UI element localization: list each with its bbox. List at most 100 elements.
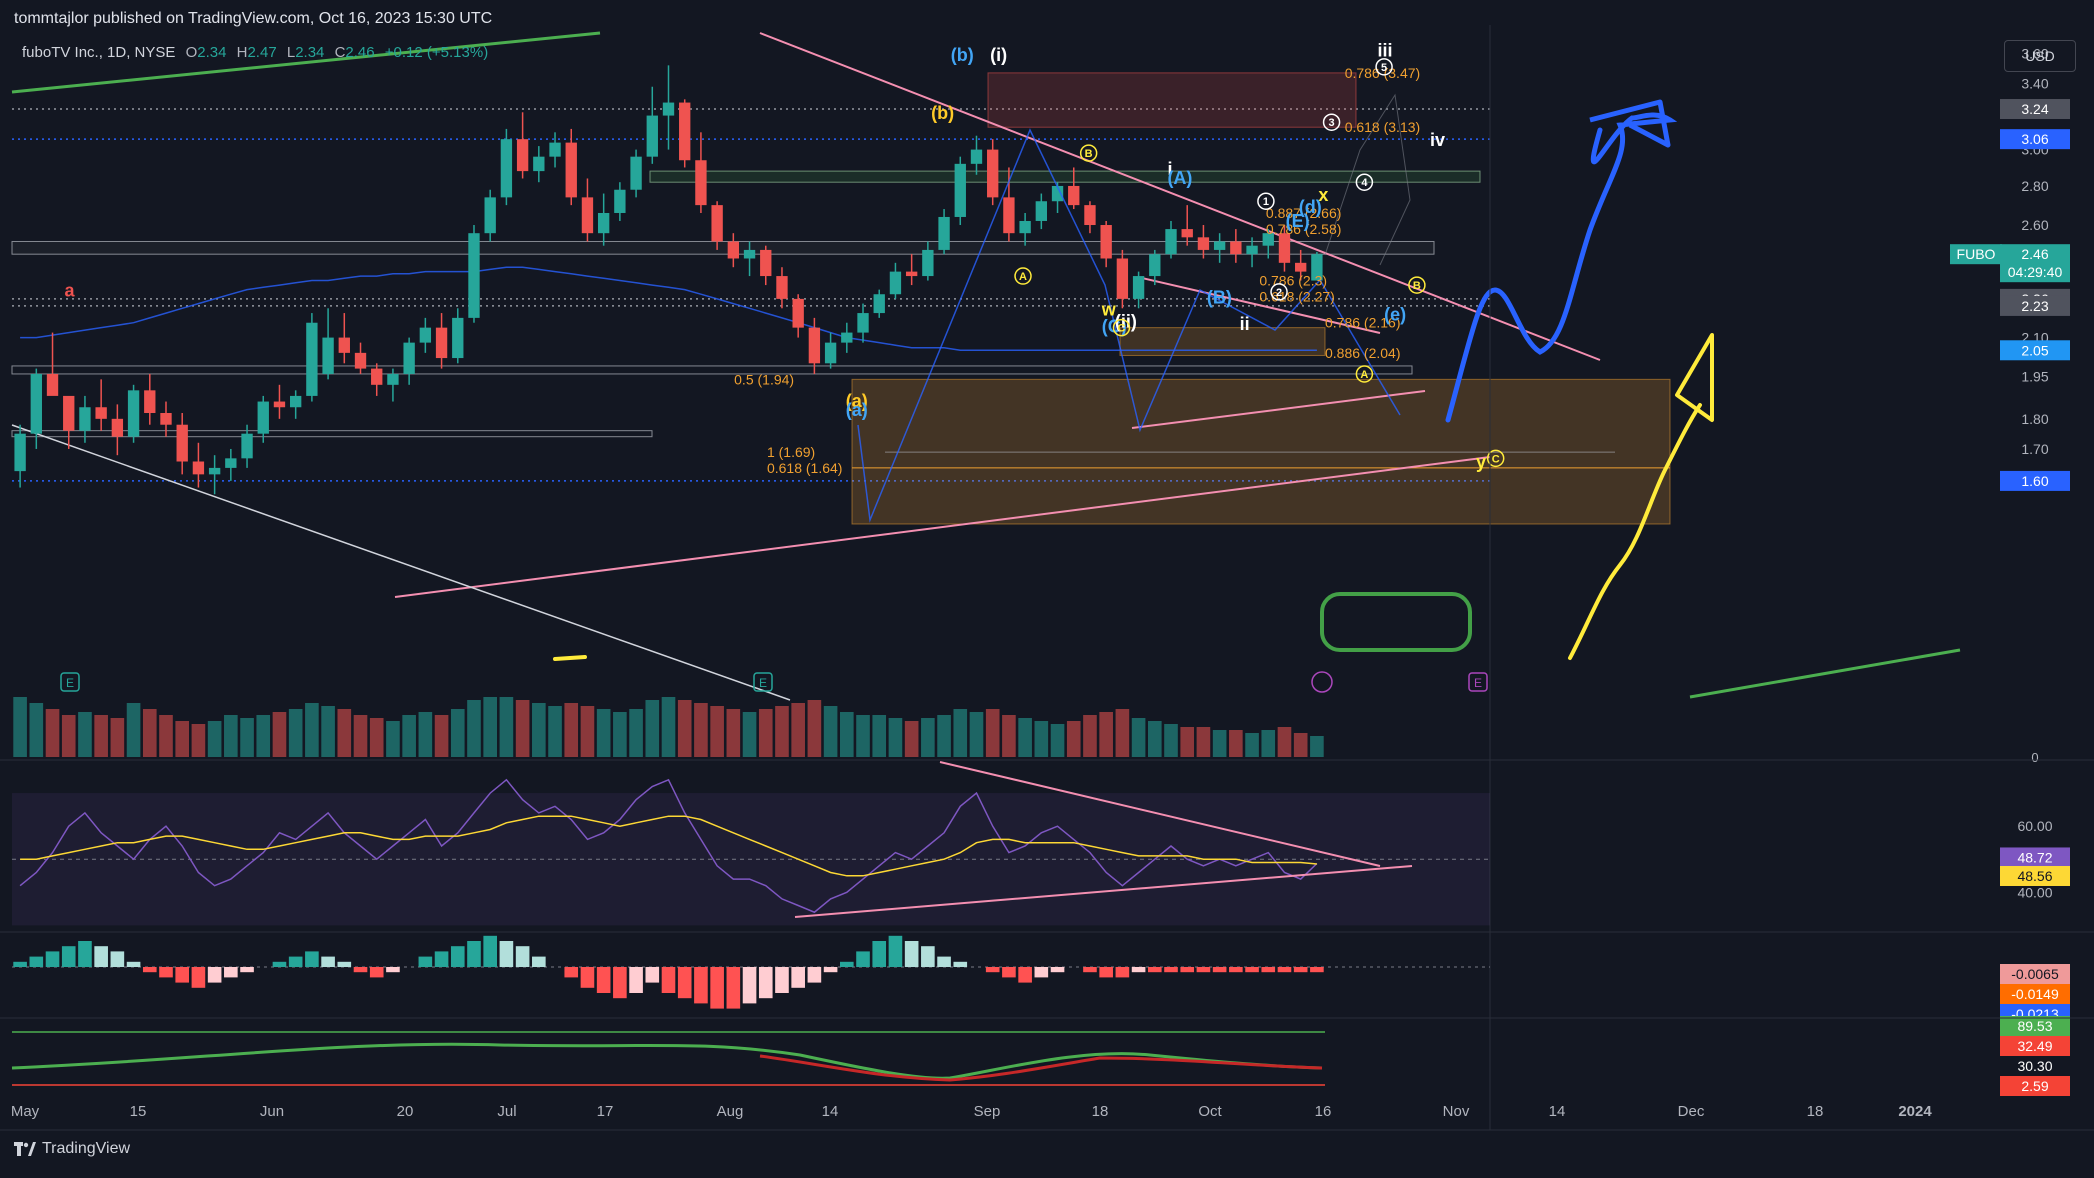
volume-bar <box>467 700 481 757</box>
volume-bar <box>1196 727 1211 757</box>
circled-label: A <box>1360 369 1368 381</box>
macd-histogram-bar <box>661 967 676 993</box>
macd-histogram-bar <box>353 967 368 973</box>
candle-body <box>435 327 448 359</box>
candle-body <box>841 332 853 343</box>
volume-bar <box>1147 721 1162 757</box>
volume-bar <box>758 709 773 757</box>
volume-bar <box>1115 709 1130 757</box>
y-tick-label: 3.60 <box>2021 45 2048 61</box>
price-badge-bg <box>2000 244 2070 265</box>
x-axis-label: 14 <box>822 1103 839 1120</box>
price-badge-value: 3.24 <box>2021 101 2048 117</box>
volume-bar <box>45 709 60 757</box>
wave-label: (a) <box>846 391 868 411</box>
circled-label-ring <box>1375 58 1393 76</box>
candle-body <box>95 407 107 419</box>
macd-histogram-bar <box>369 967 384 978</box>
macd-histogram-bar <box>515 946 530 967</box>
macd-histogram-bar <box>110 951 125 967</box>
wave-label: (A) <box>1167 168 1192 188</box>
fib-label: 0.887 (2.66) <box>1266 205 1342 221</box>
volume-bar <box>256 715 271 757</box>
rsi-badge-bg <box>2000 847 2070 868</box>
wave-label: i <box>1167 159 1172 179</box>
circled-label: 1 <box>1263 196 1269 208</box>
macd-histogram-bar <box>775 967 789 993</box>
volume-bar <box>856 715 870 757</box>
candle-body <box>1246 245 1258 255</box>
circled-label-ring <box>1014 267 1032 285</box>
ticker-badge-label: FUBO <box>1957 246 1996 262</box>
candle-body <box>711 205 723 242</box>
candle-body <box>1068 185 1080 206</box>
macd-histogram-bar <box>483 935 497 967</box>
candle-body <box>743 249 756 259</box>
fib-label: 0.786 (3.47) <box>1345 65 1421 81</box>
volume-bar <box>191 724 206 757</box>
volume-bar <box>840 712 854 757</box>
candle-body <box>160 413 172 425</box>
open-label: O <box>185 44 198 61</box>
wave-label: iii <box>1378 40 1393 60</box>
volume-bar <box>742 712 757 757</box>
macd-badge-bg <box>2000 984 2070 1004</box>
volume-bar <box>1066 721 1081 757</box>
candle-body <box>192 461 205 475</box>
macd-histogram-bar <box>1293 967 1308 973</box>
wave-label: (b) <box>931 103 954 123</box>
macd-histogram-bar <box>450 946 465 967</box>
macd-histogram-bar <box>467 941 481 967</box>
circled-label: C <box>1118 323 1126 335</box>
osc-badge-bg <box>2000 1036 2070 1056</box>
volume-bar <box>937 715 951 757</box>
macd-badge-value: -0.0149 <box>2011 986 2059 1002</box>
volume-bar <box>369 718 384 757</box>
footer-brand[interactable]: TradingView <box>14 1140 130 1158</box>
candle-body <box>257 401 269 434</box>
fib-label: 0.786 (2.58) <box>1266 221 1342 237</box>
price-badge-value: 04:29:40 <box>2008 264 2063 280</box>
tradingview-logo-icon <box>14 1142 36 1156</box>
x-axis-label: 14 <box>1549 1103 1566 1120</box>
volume-bar <box>110 718 125 757</box>
candle-body <box>225 458 237 468</box>
osc-badge-bg <box>2000 1056 2070 1076</box>
candle-body <box>597 212 610 234</box>
volume-bar <box>402 715 416 757</box>
macd-badge-value: -0.0065 <box>2011 966 2059 982</box>
circled-label-ring <box>1408 276 1426 294</box>
volume-bar <box>272 712 287 757</box>
rsi-badge-value: 48.56 <box>2017 868 2052 884</box>
candle-body <box>1197 237 1210 250</box>
x-axis-label: Oct <box>1198 1103 1222 1120</box>
circled-label: B <box>1085 148 1093 160</box>
volume-bar <box>1002 715 1016 757</box>
volume-bar <box>1277 727 1292 757</box>
macd-histogram-bar <box>580 967 595 988</box>
volume-bar <box>823 706 838 757</box>
earnings-marker-label: E <box>759 676 767 690</box>
macd-histogram-bar <box>45 951 60 967</box>
volume-bar <box>953 709 968 757</box>
macd-histogram-bar <box>1099 967 1113 978</box>
price-pane: 0.786 (3.47)0.618 (3.13)0.887 (2.66)0.78… <box>11 31 1961 701</box>
volume-bar <box>888 718 903 757</box>
rsi-series-line <box>20 815 1317 877</box>
wave-label: (i) <box>990 45 1007 65</box>
oscillator-pane: 89.53 32.49 30.30 2.59 <box>11 1016 2070 1096</box>
volume-bar <box>613 712 627 757</box>
candle-body <box>549 142 561 157</box>
macd-histogram-bar <box>1131 967 1146 973</box>
macd-histogram-bar <box>499 941 514 967</box>
macd-histogram-bar <box>1196 967 1211 973</box>
candle-body <box>1116 258 1129 299</box>
candle-body <box>1035 201 1048 221</box>
candle-body <box>679 102 691 161</box>
candle-body <box>452 317 464 359</box>
price-badge-value: 1.60 <box>2021 473 2048 489</box>
macd-histogram-bar <box>94 946 108 967</box>
circled-label-ring <box>1486 449 1505 468</box>
currency-button[interactable]: USD <box>2004 40 2076 72</box>
